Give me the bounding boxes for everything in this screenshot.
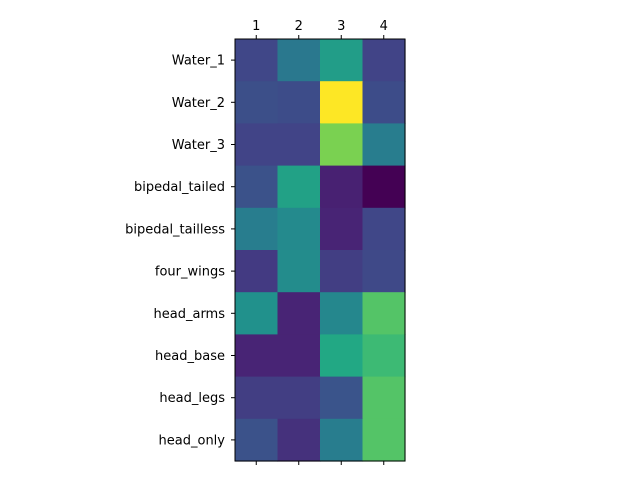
y-tick-label: head_legs (159, 391, 225, 406)
heatmap-cell (235, 376, 279, 420)
heatmap-cell (235, 250, 279, 293)
heatmap-cell (362, 376, 406, 420)
heatmap-cells (235, 39, 406, 462)
heatmap-cell (235, 418, 279, 462)
heatmap-cell (277, 334, 321, 378)
y-tick-label: bipedal_tailless (125, 222, 225, 237)
x-tick-label: 3 (337, 19, 345, 34)
x-tick-label: 4 (380, 19, 388, 34)
y-tick-label: Water_3 (172, 138, 225, 153)
heatmap-cell (362, 250, 406, 293)
heatmap-cell (235, 334, 279, 378)
y-tick-label: Water_1 (172, 54, 225, 69)
y-tick-label: four_wings (155, 265, 225, 280)
heatmap-cell (362, 39, 406, 82)
heatmap-cell (320, 334, 364, 378)
heatmap-cell (320, 250, 364, 293)
heatmap-cell (362, 334, 406, 378)
heatmap-cell (277, 250, 321, 293)
heatmap-cell (277, 418, 321, 462)
heatmap-cell (235, 292, 279, 335)
heatmap-cell (277, 39, 321, 82)
heatmap-cell (362, 165, 406, 209)
y-axis-ticks: Water_1 Water_2 Water_3 bipedal_tailedbiped… (125, 54, 235, 448)
heatmap-cell (320, 165, 364, 209)
heatmap-cell (235, 81, 279, 124)
heatmap-cell (362, 207, 406, 251)
heatmap-cell (320, 123, 364, 167)
y-tick-label: head_base (155, 349, 225, 364)
x-axis-ticks: 1 2 3 4 (252, 19, 388, 465)
heatmap-cell (277, 81, 321, 124)
y-tick-label: head_arms (154, 307, 226, 322)
x-tick-label: 1 (252, 19, 260, 34)
heatmap-cell (320, 292, 364, 335)
y-tick-label: Water_2 (172, 96, 225, 111)
heatmap-cell (362, 418, 406, 462)
heatmap-cell (362, 292, 406, 335)
heatmap-cell (362, 123, 406, 167)
heatmap-cell (235, 39, 279, 82)
heatmap-cell (235, 207, 279, 251)
y-tick-label: head_only (159, 433, 226, 448)
heatmap-cell (362, 81, 406, 124)
heatmap-cell (235, 123, 279, 167)
heatmap-cell (277, 123, 321, 167)
x-tick-label: 2 (295, 19, 303, 34)
heatmap-cell (235, 165, 279, 209)
plot-frame (234, 38, 406, 462)
heatmap-cell (277, 376, 321, 420)
y-tick-label: bipedal_tailed (134, 180, 225, 195)
heatmap-cell (320, 81, 364, 124)
heatmap-cell (320, 376, 364, 420)
heatmap-cell (320, 39, 364, 82)
heatmap-cell (277, 165, 321, 209)
heatmap-cell (277, 207, 321, 251)
heatmap-cell (320, 207, 364, 251)
heatmap-cell (320, 418, 364, 462)
heatmap-cell (277, 292, 321, 335)
